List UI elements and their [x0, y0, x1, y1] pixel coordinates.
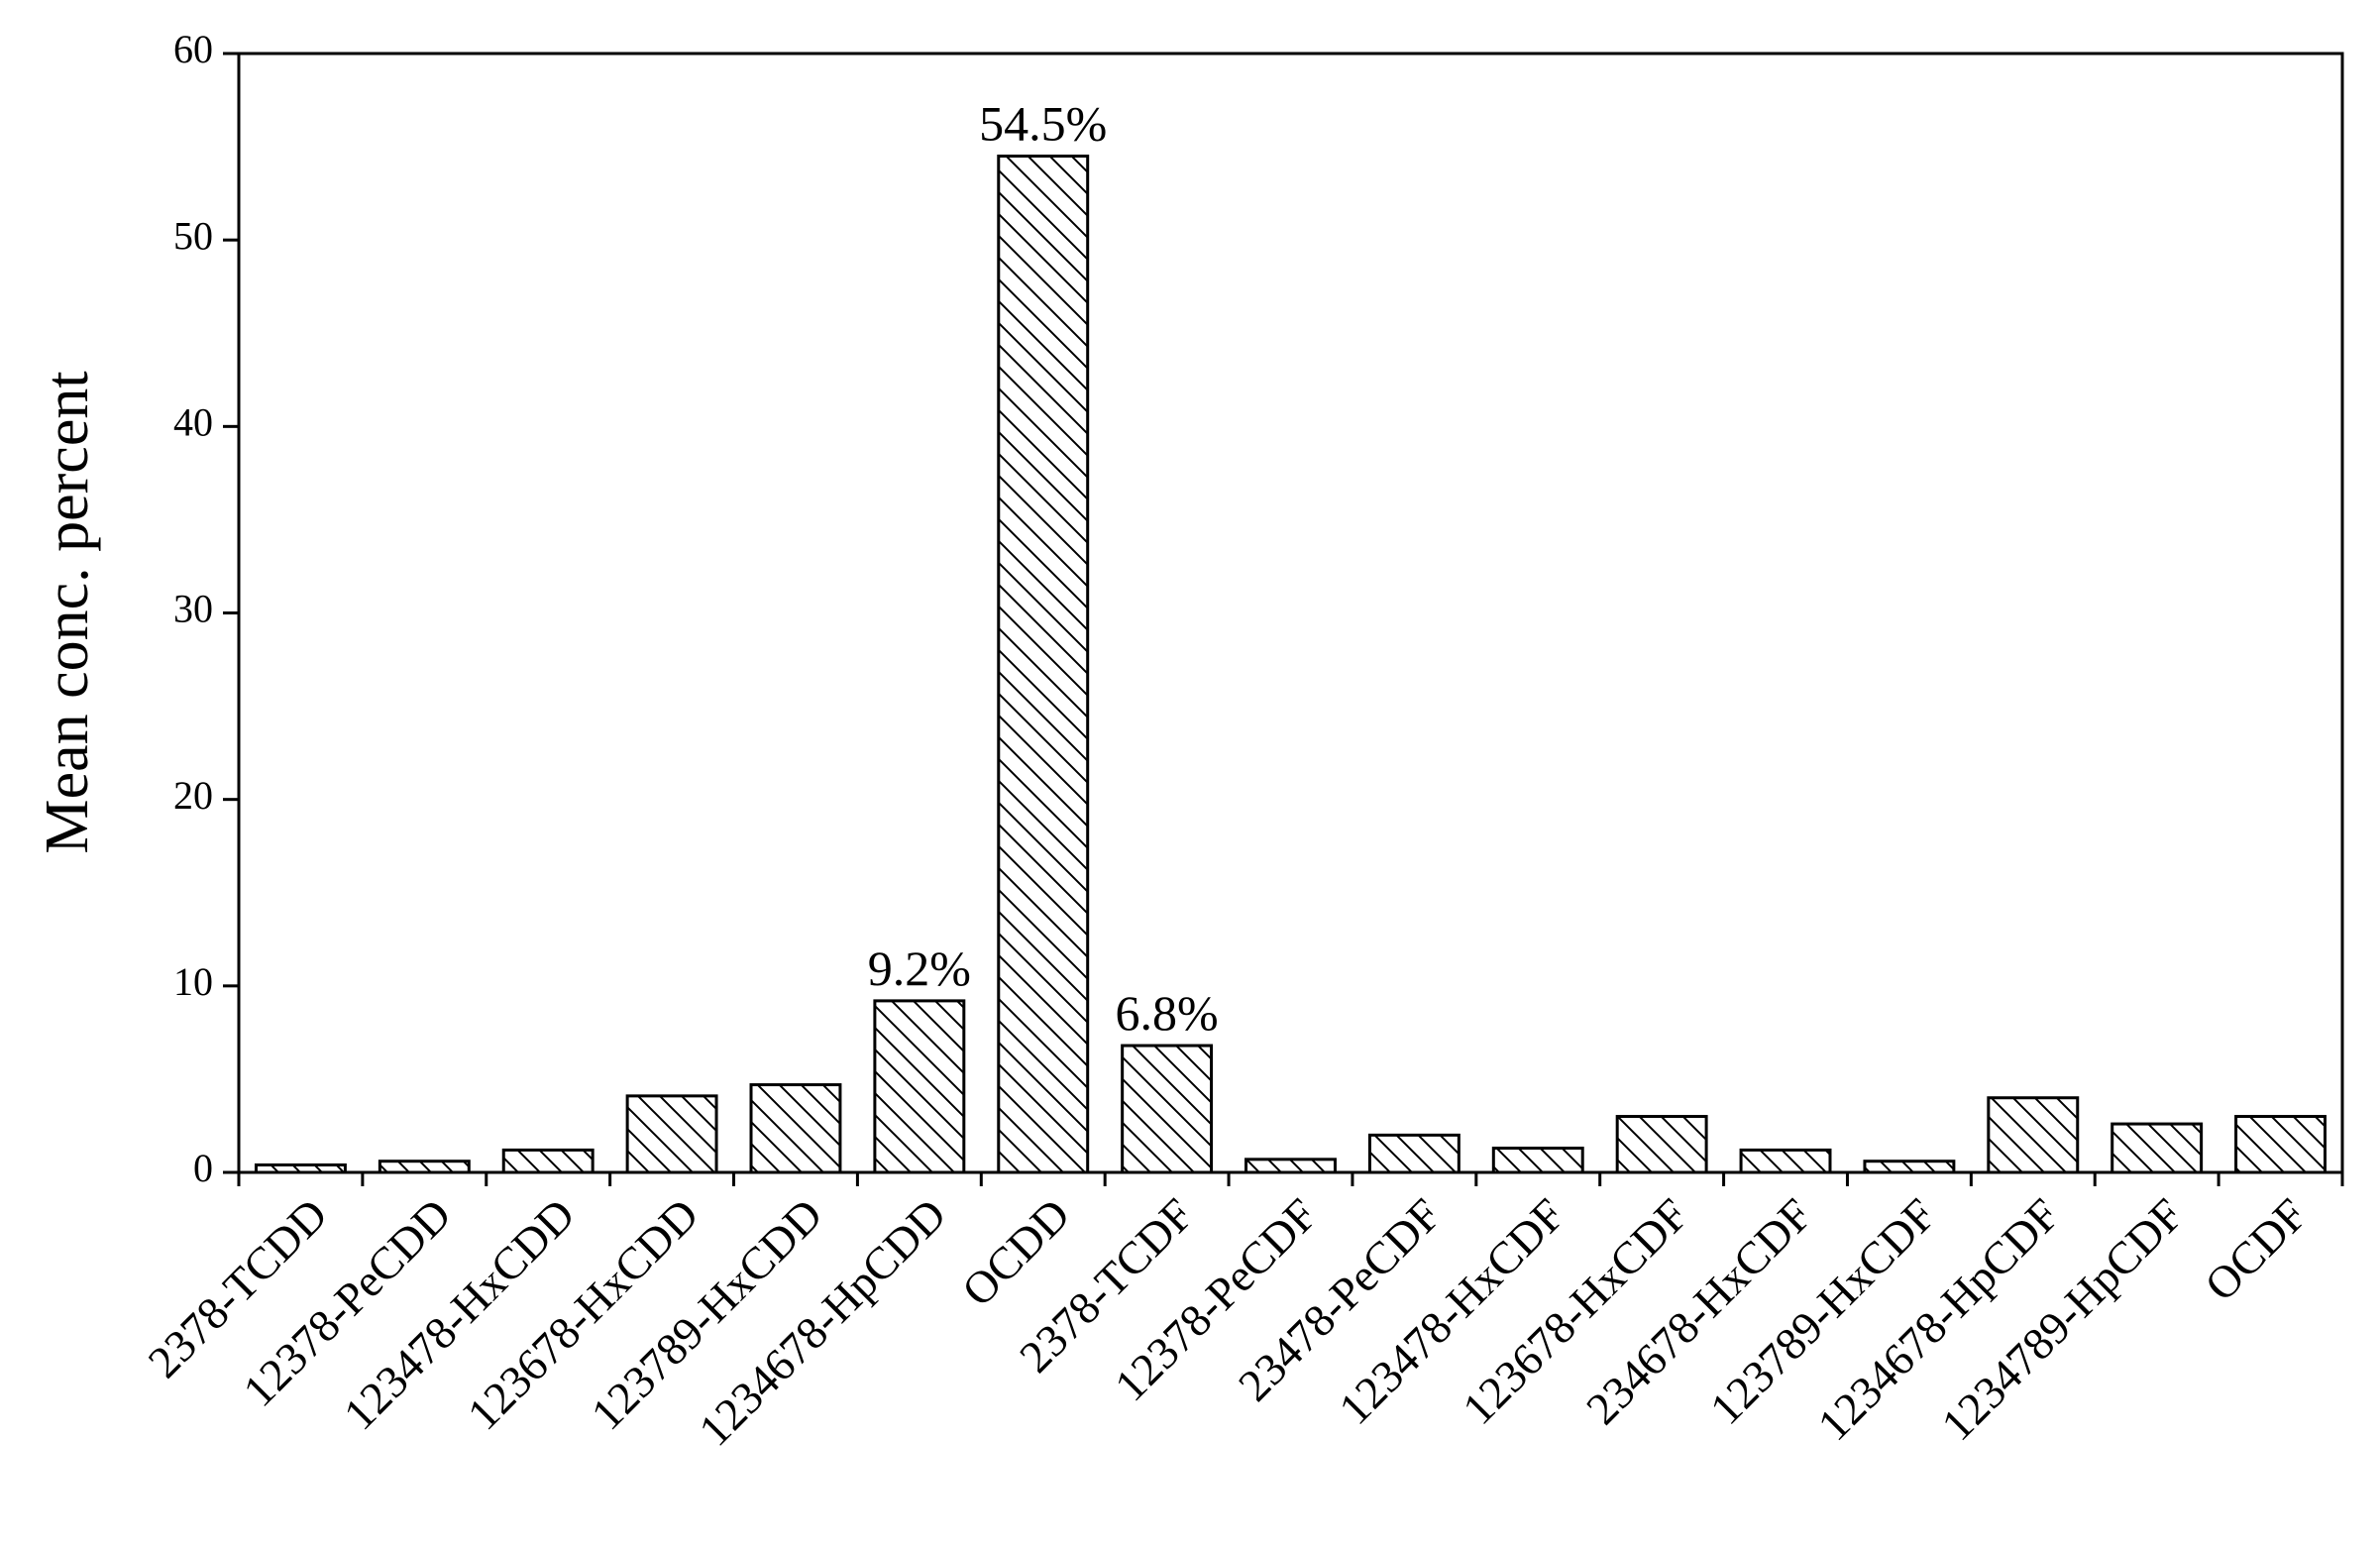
- bar: [1615, 1115, 1708, 1174]
- value-label: 54.5%: [979, 95, 1107, 151]
- bar: [2234, 1115, 2327, 1174]
- bar: [873, 999, 966, 1174]
- y-tick-label: 30: [173, 587, 213, 631]
- y-tick-label: 50: [173, 213, 213, 258]
- y-tick-label: 60: [173, 27, 213, 71]
- value-label: 6.8%: [1116, 985, 1219, 1041]
- x-tick-label: OCDF: [2195, 1188, 2317, 1310]
- plot-frame: [237, 52, 2344, 1174]
- bar: [625, 1094, 718, 1174]
- bar: [2110, 1122, 2204, 1174]
- bar: [1367, 1133, 1460, 1174]
- y-tick-label: 10: [173, 959, 213, 1004]
- y-tick-label: 40: [173, 400, 213, 445]
- x-tick-label: 123789-HxCDF: [1700, 1188, 1946, 1434]
- bar: [1244, 1158, 1337, 1174]
- bar: [1491, 1147, 1584, 1174]
- x-tick-label: 234678-HxCDF: [1576, 1188, 1822, 1434]
- y-axis-label: Mean conc. percent: [34, 371, 101, 853]
- bar: [1987, 1096, 2080, 1174]
- x-tick-label: 123678-HxCDF: [1453, 1188, 1698, 1434]
- bar: [1739, 1148, 1832, 1174]
- bar: [254, 1162, 347, 1174]
- y-tick-label: 20: [173, 773, 213, 818]
- y-tick-label: 0: [193, 1146, 213, 1190]
- bar: [1863, 1160, 1956, 1174]
- x-tick-label: 123478-HxCDF: [1329, 1188, 1574, 1434]
- bar: [378, 1160, 471, 1174]
- bar: [501, 1148, 595, 1174]
- bar: [997, 154, 1090, 1174]
- value-label: 9.2%: [868, 940, 971, 996]
- bar: [1121, 1044, 1214, 1174]
- bar: [749, 1083, 842, 1174]
